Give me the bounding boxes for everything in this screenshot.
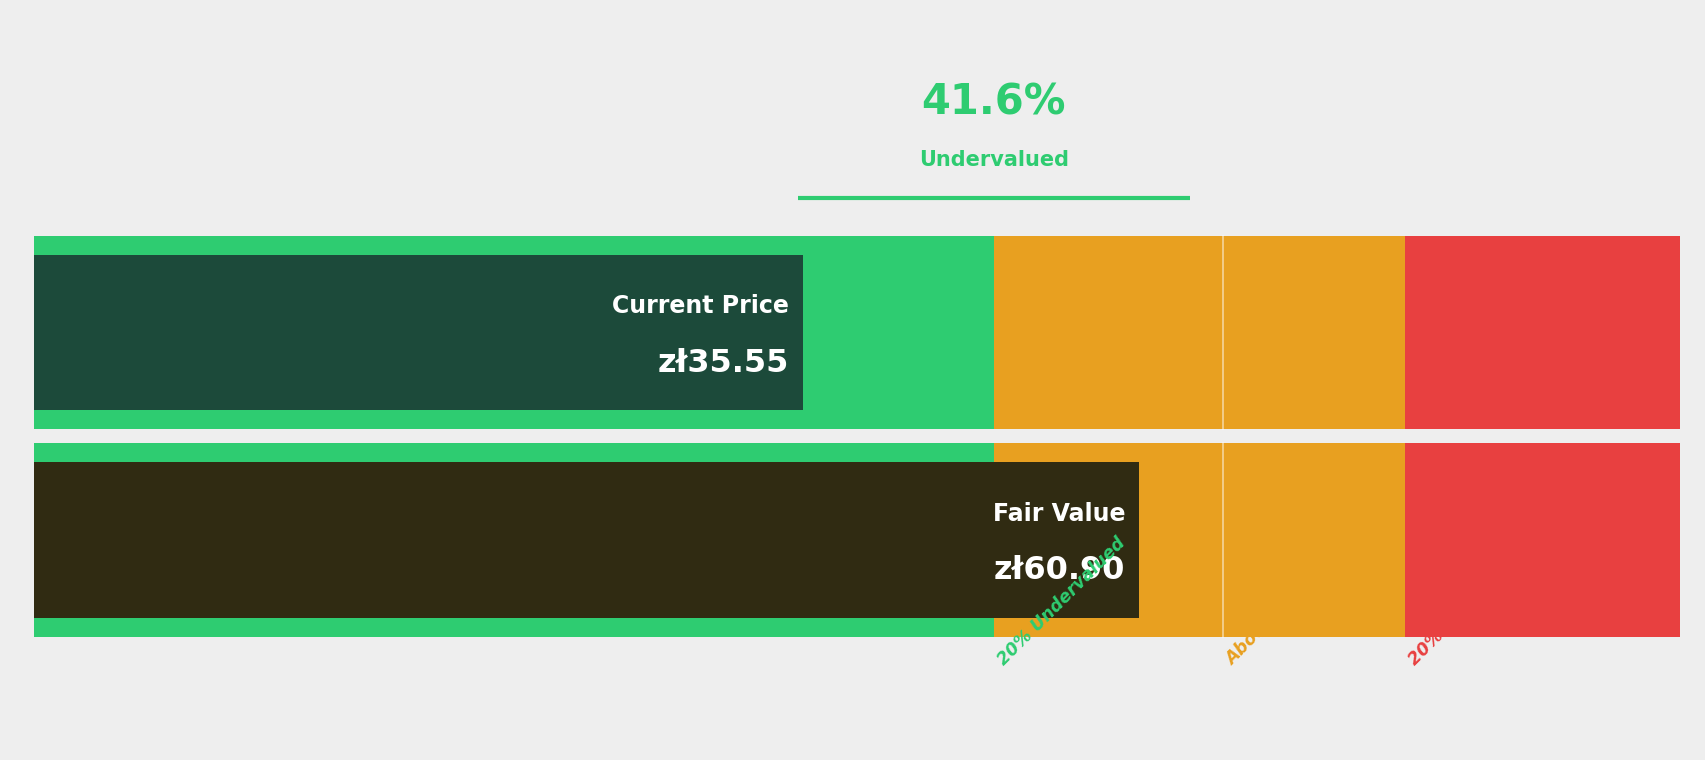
- Text: 41.6%: 41.6%: [921, 81, 1066, 124]
- Text: 20% Undervalued: 20% Undervalued: [994, 534, 1129, 669]
- Bar: [994, 443, 1405, 637]
- Text: zł60.90: zł60.90: [994, 556, 1125, 587]
- Bar: [1405, 236, 1679, 429]
- Text: 20% Overvalued: 20% Overvalued: [1405, 543, 1531, 669]
- Bar: [34, 236, 994, 429]
- Text: zł35.55: zł35.55: [658, 348, 789, 379]
- Bar: [34, 255, 803, 410]
- Text: About Right: About Right: [1222, 573, 1318, 669]
- Text: Undervalued: Undervalued: [919, 150, 1069, 169]
- Bar: [34, 443, 994, 637]
- Text: Current Price: Current Price: [612, 294, 789, 318]
- Bar: [994, 236, 1405, 429]
- Bar: [34, 462, 1139, 617]
- Bar: [1405, 443, 1679, 637]
- Text: Fair Value: Fair Value: [992, 502, 1125, 526]
